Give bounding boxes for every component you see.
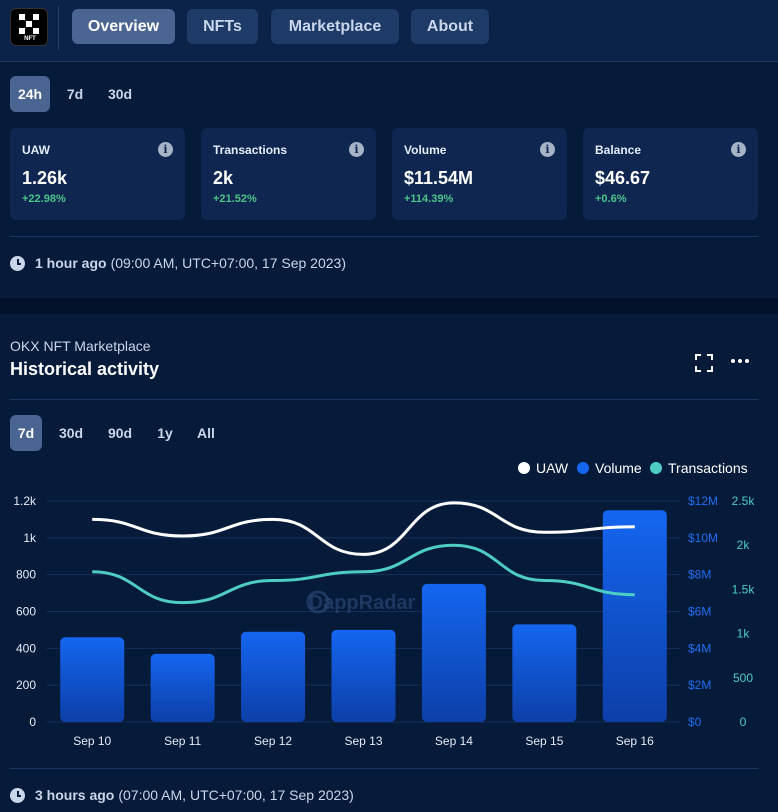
clock-icon [10,787,25,803]
y-left-tick-label: 200 [16,678,36,692]
card-uaw: UAW i 1.26k +22.98% [10,128,185,220]
x-tick-label: Sep 14 [435,734,473,748]
legend-marker [518,462,530,474]
card-title: Balance [595,143,642,157]
y-right-volume-tick-label: $6M [688,605,711,619]
y-right-transactions-tick-label: 0 [740,715,747,729]
volume-bar [241,631,306,722]
watermark-logo-icon [306,590,330,614]
x-tick-label: Sep 15 [525,734,563,748]
history-period-90d[interactable]: 90d [107,425,133,441]
card-value: $11.54M [404,168,474,188]
section-separator [0,298,778,314]
card-title: UAW [22,143,50,157]
logo-grid [19,14,39,34]
top-navigation: NFT Overview NFTs Marketplace About [0,0,778,62]
y-right-volume-tick-label: $12M [688,494,718,508]
updated-relative: 3 hours ago [35,787,115,803]
x-tick-label: Sep 10 [73,734,111,748]
volume-bar [60,637,125,722]
tab-overview[interactable]: Overview [72,9,175,44]
history-title: Historical activity [10,359,160,379]
period-30d[interactable]: 30d [107,86,133,102]
tab-nfts[interactable]: NFTs [187,9,258,44]
dapp-radar-watermark: DappRadar [309,592,416,614]
updated-detail: (09:00 AM, UTC+07:00, 17 Sep 2023) [110,255,346,271]
card-title: Volume [404,143,447,157]
period-7d[interactable]: 7d [66,86,84,102]
card-transactions: Transactions i 2k +21.52% [201,128,376,220]
nav-divider [58,6,59,50]
volume-bar [150,653,215,722]
info-icon[interactable]: i [349,142,364,157]
y-right-transactions-tick-label: 2k [737,538,751,552]
history-period-7d[interactable]: 7d [10,415,42,451]
history-period-all[interactable]: All [197,425,215,441]
volume-bar [512,624,577,722]
info-icon[interactable]: i [731,142,746,157]
y-right-transactions-tick-label: 1k [737,627,751,641]
card-value: $46.67 [595,168,651,188]
card-value: 1.26k [22,168,68,188]
x-tick-label: Sep 12 [254,734,292,748]
volume-bar [602,510,667,722]
card-volume: Volume i $11.54M +114.39% [392,128,567,220]
y-right-volume-tick-label: $8M [688,568,711,582]
summary-updated: 1 hour ago (09:00 AM, UTC+07:00, 17 Sep … [10,253,346,273]
card-value: 2k [213,168,234,188]
more-icon[interactable] [729,350,751,372]
info-icon[interactable]: i [540,142,555,157]
y-right-transactions-tick-label: 500 [733,671,753,685]
updated-detail: (07:00 AM, UTC+07:00, 17 Sep 2023) [118,787,354,803]
card-change: +21.52% [213,193,257,205]
y-left-tick-label: 400 [16,641,36,655]
y-left-tick-label: 1k [23,531,37,545]
y-right-transactions-tick-label: 1.5k [732,582,756,596]
x-tick-label: Sep 13 [344,734,382,748]
history-subtitle: OKX NFT Marketplace [10,338,151,354]
legend-label: Transactions [668,460,748,476]
tab-marketplace[interactable]: Marketplace [271,9,399,44]
chart-divider [10,768,758,769]
okx-nft-logo[interactable]: NFT [10,8,48,46]
legend-marker [577,462,589,474]
legend-label: UAW [536,460,569,476]
y-right-volume-tick-label: $4M [688,641,711,655]
history-updated: 3 hours ago (07:00 AM, UTC+07:00, 17 Sep… [10,785,354,805]
tab-about[interactable]: About [411,9,489,44]
y-right-transactions-tick-label: 2.5k [732,494,756,508]
card-change: +22.98% [22,193,66,205]
x-tick-label: Sep 11 [164,734,201,748]
y-left-tick-label: 800 [16,568,36,582]
info-icon[interactable]: i [158,142,173,157]
period-24h[interactable]: 24h [10,76,50,112]
y-right-volume-tick-label: $0 [688,715,702,729]
expand-icon[interactable] [693,352,715,374]
history-divider [10,399,758,400]
clock-icon [10,255,25,271]
summary-divider [10,236,758,237]
legend-marker [650,462,662,474]
volume-bar [331,629,396,722]
history-period-1y[interactable]: 1y [157,425,173,441]
logo-label: NFT [24,36,36,42]
x-tick-label: Sep 16 [616,734,654,748]
y-right-volume-tick-label: $2M [688,678,711,692]
card-balance: Balance i $46.67 +0.6% [583,128,758,220]
uaw-line [92,501,635,556]
y-left-tick-label: 600 [16,605,36,619]
card-change: +0.6% [595,193,627,205]
volume-bar [421,583,486,722]
legend-label: Volume [595,460,642,476]
history-period-30d[interactable]: 30d [58,425,84,441]
historical-activity-chart: 0 200 400 600 800 1k 1.2k $0 $2M $4M $6M $8M $10M $12… [13,460,756,748]
updated-relative: 1 hour ago [35,255,107,271]
card-title: Transactions [213,143,288,157]
y-right-volume-tick-label: $10M [688,531,718,545]
transactions-line [92,543,635,605]
y-left-tick-label: 0 [29,715,36,729]
card-change: +114.39% [404,193,454,205]
y-left-tick-label: 1.2k [13,494,37,508]
